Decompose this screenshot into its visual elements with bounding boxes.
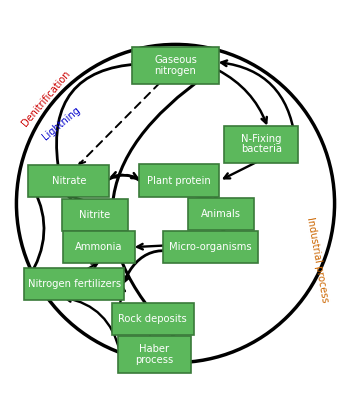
- FancyBboxPatch shape: [62, 231, 134, 263]
- FancyBboxPatch shape: [224, 125, 298, 162]
- FancyBboxPatch shape: [163, 231, 258, 263]
- Text: Plant protein: Plant protein: [147, 176, 211, 186]
- Text: N-Fixing
bacteria: N-Fixing bacteria: [241, 133, 282, 155]
- Text: Rock deposits: Rock deposits: [118, 314, 187, 324]
- Text: Micro-organisms: Micro-organisms: [169, 242, 252, 252]
- FancyBboxPatch shape: [139, 164, 219, 197]
- Text: Denitrification: Denitrification: [20, 69, 72, 129]
- Text: Nitrite: Nitrite: [79, 210, 111, 220]
- FancyBboxPatch shape: [24, 268, 124, 300]
- FancyBboxPatch shape: [118, 336, 191, 373]
- FancyBboxPatch shape: [28, 165, 109, 197]
- FancyBboxPatch shape: [62, 199, 128, 231]
- Text: Animals: Animals: [201, 209, 241, 219]
- Text: Gaseous
nitrogen: Gaseous nitrogen: [154, 55, 197, 76]
- Text: Lightning: Lightning: [41, 105, 82, 142]
- Text: Ammonia: Ammonia: [75, 242, 122, 252]
- Text: Industrial process: Industrial process: [305, 216, 330, 303]
- Text: Nitrogen fertilizers: Nitrogen fertilizers: [27, 279, 121, 289]
- Text: Nitrate: Nitrate: [52, 176, 86, 186]
- FancyBboxPatch shape: [132, 47, 219, 84]
- FancyBboxPatch shape: [187, 198, 254, 230]
- FancyBboxPatch shape: [112, 303, 194, 335]
- Text: Haber
process: Haber process: [135, 344, 174, 365]
